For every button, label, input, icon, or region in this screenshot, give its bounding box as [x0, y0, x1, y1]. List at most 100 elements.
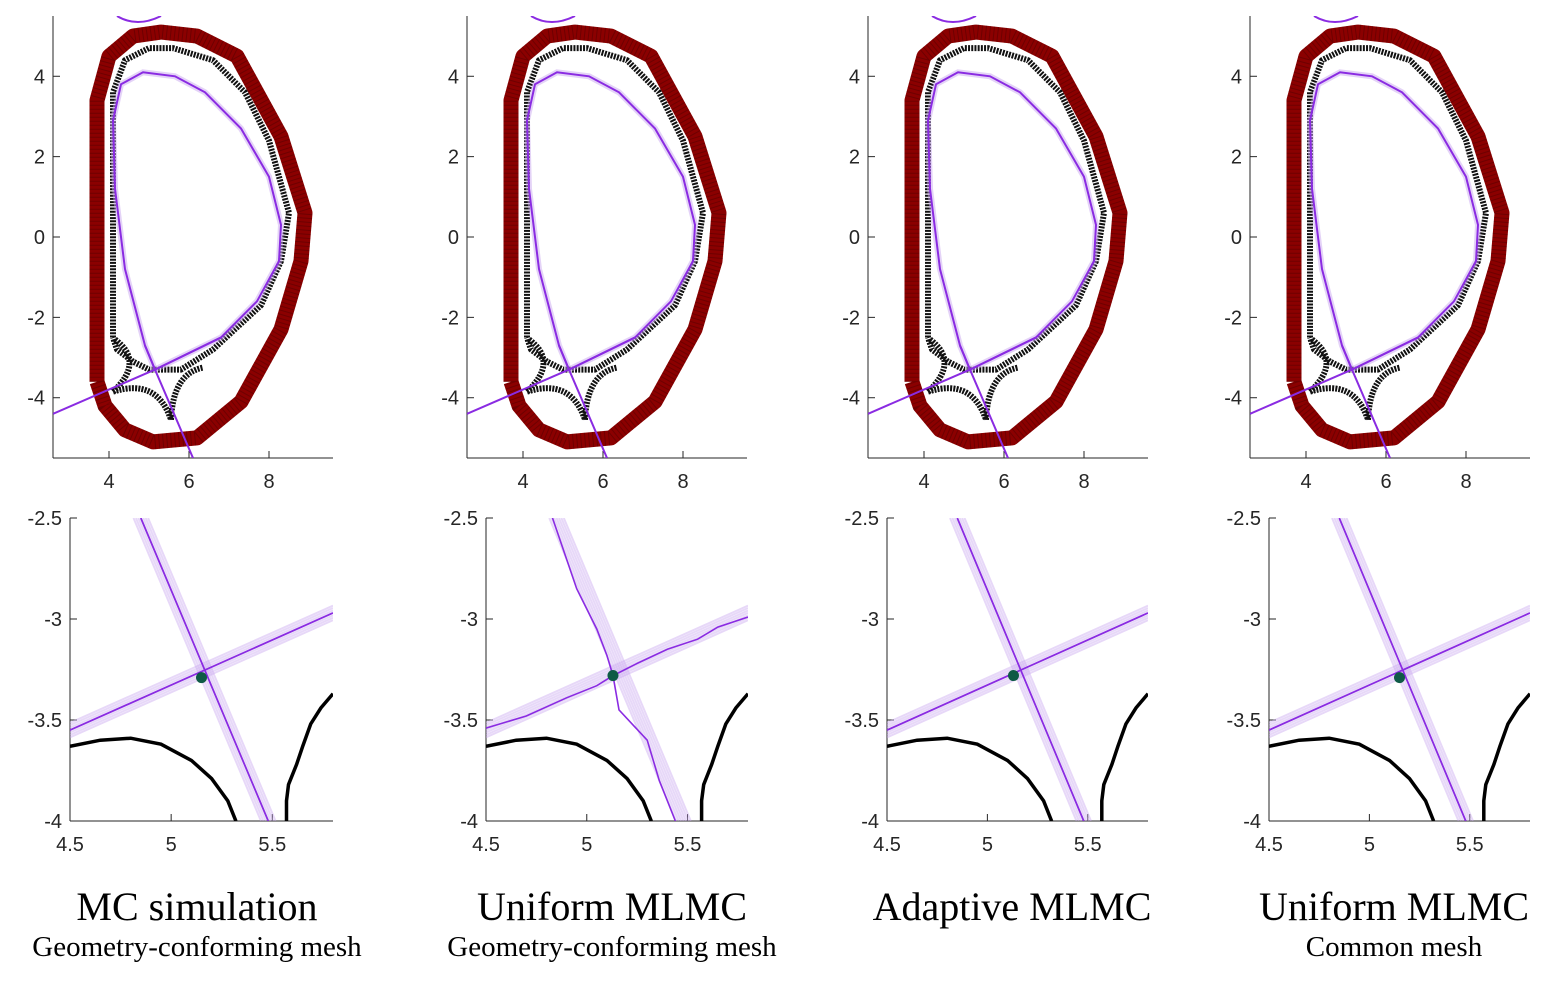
- separatrix-sample-line: [70, 607, 333, 727]
- overview-2-plot-area: [467, 16, 727, 458]
- caption-2-subtitle: Geometry-conforming mesh: [447, 931, 777, 963]
- separatrix-outer-leg: [53, 336, 222, 415]
- upper-separatrix-line: [931, 16, 977, 24]
- separatrix-sample-line: [550, 518, 680, 821]
- first-wall-left-line: [887, 736, 1054, 821]
- zoom-panel-2: -2.5 -3 -3.5 -44.5 5 5.5: [444, 508, 748, 856]
- overview-2-ytick-label: -4: [441, 388, 459, 410]
- overview-4-ytick-label: 0: [1231, 227, 1242, 249]
- separatrix-sample-line: [144, 518, 275, 821]
- overview-2-ytick-label: 0: [448, 227, 459, 249]
- separatrix-mean-line: [139, 518, 270, 821]
- first-wall-left-line: [486, 736, 653, 821]
- first-wall-left-line: [70, 736, 238, 821]
- caption-1-title: MC simulation: [76, 884, 318, 929]
- zoom-4-xtick-label: 5: [1364, 834, 1375, 856]
- overview-4-ytick-label: -4: [1224, 388, 1242, 410]
- zoom-1-ytick-label: -3.5: [28, 710, 62, 732]
- first-wall-left-line: [1269, 736, 1436, 821]
- zoom-3-xtick-label: 4.5: [873, 834, 901, 856]
- zoom-2-xtick-label: 5: [581, 834, 592, 856]
- caption-4: Uniform MLMC Common mesh: [1204, 884, 1546, 964]
- separatrix-sample-line: [558, 518, 687, 821]
- separatrix-sample-line: [147, 518, 277, 821]
- overview-3-ytick-label: 0: [849, 227, 860, 249]
- separatrix-sample-line: [1269, 607, 1530, 727]
- overview-3-ytick-label: 2: [849, 147, 860, 169]
- zoom-panel-3: -2.5 -3 -3.5 -44.5 5 5.5: [845, 508, 1148, 856]
- zoom-4-ytick-label: -3.5: [1227, 710, 1261, 732]
- separatrix-mean-line: [486, 616, 748, 729]
- separatrix-line: [1308, 71, 1480, 371]
- overview-2-xtick-label: 8: [677, 471, 688, 493]
- zoom-1-xtick-label: 4.5: [56, 834, 84, 856]
- separatrix-sample-line: [949, 518, 1078, 821]
- zoom-3-xtick-label: 5: [982, 834, 993, 856]
- overview-3-ytick-label: -4: [842, 388, 860, 410]
- separatrix-sample-line: [135, 518, 265, 821]
- overview-1-ytick-label: -4: [27, 388, 45, 410]
- separatrix-line: [926, 71, 1098, 371]
- separatrix-outer-leg: [467, 336, 636, 415]
- zoom-3-ytick-label: -4: [861, 811, 879, 833]
- zoom-2-ytick-label: -4: [460, 811, 478, 833]
- separatrix-band: [924, 69, 1100, 373]
- x-point-marker: [1007, 670, 1019, 682]
- vessel-wall-line: [89, 24, 313, 450]
- separatrix-sample-line: [1333, 518, 1462, 821]
- first-wall-right-line: [699, 692, 748, 821]
- separatrix-sample-line: [1343, 518, 1472, 821]
- overview-2-ytick-label: 4: [448, 66, 459, 88]
- separatrix-sample-line: [486, 609, 748, 729]
- separatrix-sample-line: [486, 612, 748, 732]
- overview-panel-3: 4 2 0 -2 -4 4 6 8: [842, 16, 1148, 493]
- vessel-wall-hatch: [503, 24, 727, 450]
- separatrix-inner-leg: [1341, 345, 1391, 458]
- overview-2-ytick-label: 2: [448, 147, 459, 169]
- vessel-wall-hatch: [904, 24, 1128, 450]
- zoom-4-ytick-label: -2.5: [1227, 508, 1261, 530]
- overview-4-ytick-label: 2: [1231, 147, 1242, 169]
- x-point-marker: [607, 670, 619, 682]
- zoom-panel-1: -2.5 -3 -3.5 -44.5 5 5.5: [28, 508, 333, 856]
- vessel-wall-line: [1286, 24, 1510, 450]
- separatrix-outer-leg: [868, 336, 1037, 415]
- separatrix-sample-line: [887, 607, 1148, 727]
- separatrix-sample-line: [961, 518, 1090, 821]
- separatrix-sample-line: [887, 609, 1148, 729]
- x-point-marker: [1394, 672, 1405, 684]
- x-point-marker: [196, 672, 207, 684]
- overview-1-ytick-label: 4: [34, 66, 45, 88]
- separatrix-sample-line: [953, 518, 1083, 821]
- overview-3-xtick-label: 4: [918, 471, 929, 493]
- overview-panel-1: 4 2 0 -2 -4 4 6 8: [27, 16, 333, 493]
- zoom-2-ytick-label: -3.5: [444, 710, 478, 732]
- zoom-3-ytick-label: -3.5: [845, 710, 879, 732]
- separatrix-sample-line: [1335, 518, 1465, 821]
- overview-1-plot-area: [53, 16, 313, 458]
- zoom-2-ytick-label: -3: [460, 609, 478, 631]
- zoom-1-plot-area: [70, 518, 333, 821]
- overview-3-ytick-label: -2: [842, 307, 860, 329]
- first-wall-line: [110, 45, 292, 373]
- zoom-2-ytick-label: -2.5: [444, 508, 478, 530]
- overview-1-xtick-label: 8: [263, 471, 274, 493]
- first-wall-right-line: [1482, 692, 1530, 821]
- separatrix-mean-line: [1269, 612, 1530, 731]
- caption-4-title: Uniform MLMC: [1259, 884, 1529, 929]
- overview-2-xtick-label: 6: [597, 471, 608, 493]
- overview-4-ytick-label: 4: [1231, 66, 1242, 88]
- zoom-3-ytick-label: -3: [861, 609, 879, 631]
- overview-3-xtick-label: 6: [998, 471, 1009, 493]
- first-wall-line: [1307, 45, 1489, 373]
- caption-3-title: Adaptive MLMC: [872, 884, 1152, 929]
- overview-panel-4: 4 2 0 -2 -4 4 6 8: [1224, 16, 1530, 493]
- separatrix-sample-line: [555, 518, 685, 821]
- zoom-1-xtick-label: 5.5: [258, 834, 286, 856]
- overview-1-xtick-label: 6: [183, 471, 194, 493]
- separatrix-band: [1306, 69, 1482, 373]
- upper-separatrix-line: [116, 16, 162, 24]
- caption-1: MC simulation Geometry-conforming mesh: [7, 884, 387, 964]
- zoom-2-xtick-label: 4.5: [472, 834, 500, 856]
